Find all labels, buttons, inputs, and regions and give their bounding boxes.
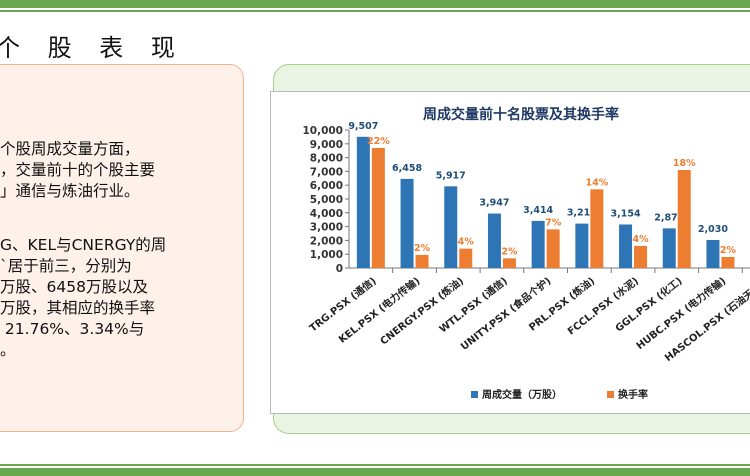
data-label-turnover: 14% [585,177,608,188]
bar-turnover [721,256,735,268]
bar-volume [575,223,589,268]
data-label-volume: 3,216 [567,208,597,219]
data-label-volume: 3,414 [523,205,553,216]
data-label-turnover: 7% [545,217,562,228]
data-label-turnover: 2% [501,246,518,257]
data-label-turnover: 18% [673,158,696,169]
legend-label-volume: 周成交量（万股） [482,388,562,401]
y-tick-label: 9,000 [310,139,343,151]
y-tick-label: 5,000 [310,194,343,206]
bottom-accent-line [0,464,750,466]
summary-paragraph-2-line-3: 万股、6458万股以及 [0,278,148,296]
summary-paragraph-1-line-1: 个股周成交量方面， [0,140,140,158]
legend-label-turnover: 换手率 [618,388,648,401]
bar-volume [531,220,545,268]
bar-volume [444,186,458,268]
data-label-volume: 3,154 [611,208,641,219]
bar-turnover [590,189,604,268]
y-tick-label: 7,000 [310,166,343,178]
bar-volume [619,224,633,268]
bar-volume [487,213,501,268]
chart-title: 周成交量前十名股票及其换手率 [423,106,619,123]
y-tick-label: 4,000 [310,208,343,220]
data-label-turnover: 4% [458,237,475,248]
bar-volume [356,136,370,268]
x-tick-label: CNERGY.PSX (炼油) [377,274,466,347]
y-tick-label: 8,000 [310,153,343,165]
bar-turnover [677,170,691,268]
legend-swatch-volume [471,391,478,398]
data-label-volume: 6,458 [392,163,422,174]
data-label-turnover: 2% [720,245,737,256]
bar-volume [706,239,720,268]
bar-volume [662,228,676,268]
bar-turnover [502,258,516,268]
data-label-volume: 9,507 [348,121,378,132]
y-tick-label: 1,000 [310,249,343,261]
bottom-accent-bar [0,468,750,476]
summary-paragraph-2-line-2: `居于前三，分别为 [0,257,132,275]
data-label-volume: 2,873 [654,212,684,223]
y-tick-label: 3,000 [310,222,343,234]
y-tick-label: 0 [336,263,343,275]
data-label-volume: 2,030 [698,224,728,235]
summary-paragraph-1-line-3: 」通信与炼油行业。 [0,182,140,200]
top-accent-line [0,10,750,12]
x-tick-label: KEL.PSX (电力传输) [336,274,423,346]
x-tick-label: FCCL.PSX (水泥) [565,274,641,338]
summary-paragraph-1-line-2: ，交量前十的个股主要 [0,161,156,179]
data-label-turnover: 2% [414,243,431,254]
bar-turnover [634,245,648,268]
top-accent-bar [0,0,750,8]
y-tick-label: 2,000 [310,235,343,247]
bar-turnover [459,248,473,268]
summary-paragraph-2-line-6: 。 [0,341,16,359]
summary-paragraph-2-line-1: G、KEL与CNERGY的周 [0,236,167,254]
summary-card [0,64,244,432]
data-label-turnover: 22% [367,136,390,147]
chart-frame: 周成交量前十名股票及其换手率 0 1,000 2,000 3,000 4,000 5,000… [270,91,750,414]
bar-turnover [371,147,385,268]
data-label-volume: 3,947 [479,198,509,209]
summary-paragraph-1: 个股周成交量方面， ，交量前十的个股主要 」通信与炼油行业。 [0,139,155,202]
summary-paragraph-2-line-4: 万股，其相应的换手率 [0,299,156,317]
summary-paragraph-2: G、KEL与CNERGY的周 `居于前三，分别为 万股、6458万股以及 万股，其相应… [0,235,166,361]
summary-paragraph-2-line-5: 21.76%、3.34%与 [0,320,145,338]
bar-turnover [546,229,560,268]
bar-volume [400,178,414,268]
bar-turnover [415,254,429,268]
data-label-turnover: 4% [632,234,649,245]
section-heading: 个 股 表 现 [0,34,185,62]
y-tick-label: 10,000 [302,125,343,137]
legend-swatch-turnover [607,391,614,398]
data-label-volume: 5,917 [436,170,466,181]
y-tick-label: 6,000 [310,180,343,192]
